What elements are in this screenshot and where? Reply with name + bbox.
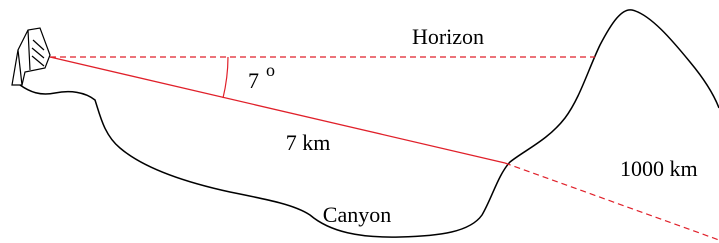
- near-distance-label: 7 km: [286, 130, 331, 155]
- camera-icon: [12, 28, 50, 85]
- canyon-label: Canyon: [323, 202, 391, 227]
- angle-label: 7: [248, 68, 259, 93]
- angle-arc: [223, 57, 228, 98]
- diagram: Horizon 7 o 7 km 1000 km Canyon: [0, 0, 719, 243]
- far-distance-label: 1000 km: [620, 156, 698, 181]
- page: Horizon 7 o 7 km 1000 km Canyon (() => {…: [0, 0, 719, 243]
- angle-unit: o: [266, 60, 275, 80]
- horizon-label: Horizon: [412, 24, 484, 49]
